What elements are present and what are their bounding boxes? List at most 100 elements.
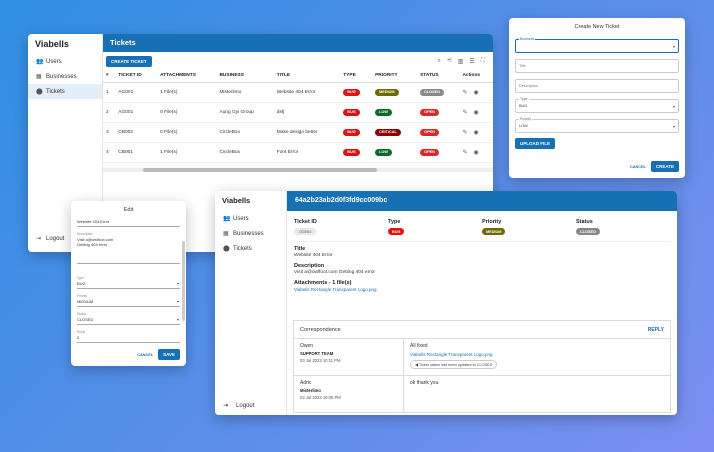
field-label: Type [77, 276, 84, 280]
edit-icon[interactable]: ✎ [462, 149, 468, 156]
sidebar-item-logout[interactable]: ⇥ Logout [28, 231, 64, 246]
business-name: CircleBox [216, 122, 274, 143]
search-icon[interactable]: ⌕ [437, 57, 441, 64]
cancel-button[interactable]: CANCEL [137, 352, 154, 357]
ticket-id: AG001 [115, 82, 158, 103]
ticket-id: CB001 [115, 142, 158, 163]
field-value: CLOSED [77, 317, 94, 322]
priority-badge: MEDIUM [375, 88, 399, 96]
priority-badge: LOW [375, 148, 392, 156]
column-header[interactable]: PRIORITY [372, 70, 418, 83]
create-button[interactable]: CREATE [650, 161, 679, 172]
view-icon[interactable]: ◉ [473, 129, 479, 136]
sidebar-item-users[interactable]: 👥 Users [28, 54, 102, 69]
correspondence-panel: Correspondence REPLY Owen SUPPORT TEAM 0… [293, 320, 671, 413]
sidebar-item-tickets[interactable]: ⬤ Tickets [215, 241, 286, 256]
view-icon[interactable]: ◉ [473, 109, 479, 116]
status-select[interactable]: Status CLOSED ▾ [77, 312, 180, 325]
fullscreen-icon[interactable]: ⛶ [480, 57, 485, 64]
save-button[interactable]: SAVE [158, 349, 180, 360]
business-name: Aung Gyi Group [216, 102, 274, 123]
title-input[interactable]: Title [515, 59, 679, 73]
sidebar-item-label: Users [46, 58, 62, 65]
column-header[interactable]: TYPE [340, 70, 373, 83]
status-change-chip: ◀ Ticket status has been updated to CLOS… [410, 360, 498, 369]
actions-cell: ✎ ◉ [459, 142, 493, 163]
column-header[interactable]: # [103, 70, 116, 83]
priority-select[interactable]: Priority MEDIUM ▾ [77, 294, 180, 307]
edit-icon[interactable]: ✎ [462, 129, 468, 136]
ticket-id-badge: OG001 [294, 228, 317, 235]
type-select[interactable]: Type BUG ▾ [77, 276, 180, 289]
status-badge: OPEN [420, 148, 439, 156]
sidebar-item-label: Businesses [46, 73, 77, 80]
type-select[interactable]: Type BUG ▾ [515, 97, 679, 113]
ticket-id: AG001 [115, 102, 158, 123]
column-header[interactable]: ATTACHMENTS [157, 70, 217, 83]
view-icon[interactable]: ◉ [473, 149, 479, 156]
vertical-scrollbar[interactable] [182, 241, 185, 321]
sidebar-item-businesses[interactable]: ▦ Businesses [215, 226, 286, 241]
message-date: 03 Jul 2023 10:11 PM [300, 358, 341, 363]
status-badge: CLOSED [576, 228, 600, 235]
info-icon: ◀ [415, 363, 419, 367]
business-select[interactable]: Business ▾ [515, 37, 679, 53]
chevron-down-icon: ▾ [176, 317, 179, 322]
horizontal-scrollbar[interactable] [103, 168, 493, 172]
attachment-link[interactable]: Viabells Rectangle Transparent Logo.png [294, 287, 377, 292]
sidebar-item-tickets[interactable]: ⬤ Tickets [28, 84, 102, 99]
field-label: Priority [519, 117, 532, 121]
ticket-title: Font Error [273, 142, 341, 163]
message-row: Owen SUPPORT TEAM 03 Jul 2023 10:11 PM A… [294, 339, 670, 376]
sidebar-item-users[interactable]: 👥 Users [215, 211, 286, 226]
select-value: LOW [519, 124, 528, 128]
type-badge: BUG [343, 88, 360, 96]
table-row[interactable]: 2 AG001 0 File(s) Aung Gyi Group dsfj BUG LOW O… [103, 102, 493, 123]
upload-file-button[interactable]: UPLOAD FILE [515, 138, 555, 149]
description-input[interactable]: Description [515, 79, 679, 93]
view-icon[interactable]: ◉ [473, 89, 479, 96]
ticket-header-id: 64a2b23ab2d0f3fd9cc009bc [287, 191, 677, 211]
column-header[interactable]: TITLE [273, 70, 341, 83]
business-name: CircleBox [216, 142, 274, 163]
attachment-link[interactable]: Viabells Rectangle Transparent Logo.png [410, 352, 493, 357]
filter-icon[interactable]: ⩤ [446, 57, 452, 64]
reply-button[interactable]: REPLY [647, 326, 664, 333]
type-badge: BUG [343, 128, 360, 136]
sidebar-item-businesses[interactable]: ▦ Businesses [28, 69, 102, 84]
table-row[interactable]: 3 CB002 0 File(s) CircleBox Make design bett… [103, 122, 493, 143]
density-icon[interactable]: ☰ [469, 58, 475, 65]
column-header[interactable]: Actions [459, 70, 493, 83]
title-field[interactable]: Website 404 Error [77, 217, 180, 227]
attachments-count: 0 File(s) [157, 102, 217, 123]
message-text: ok thank you [410, 380, 439, 386]
edit-icon[interactable]: ✎ [462, 109, 468, 116]
create-ticket-button[interactable]: CREATE TICKET [106, 55, 152, 67]
edit-icon[interactable]: ✎ [462, 89, 468, 96]
column-header[interactable]: TICKET ID [115, 70, 158, 83]
ticket-detail-window: Viabells 👥 Users ▦ Businesses ⬤ Tickets ⇥ Lo… [215, 191, 677, 415]
table-row[interactable]: 4 CB001 1 File(s) CircleBox Font Error BUG LOW… [103, 142, 493, 163]
description-heading: Description [294, 263, 325, 269]
dialog-title: Create New Ticket [574, 24, 620, 30]
priority-select[interactable]: Priority LOW ▾ [515, 117, 679, 133]
author-role: Misterlimo [300, 388, 321, 393]
description-field[interactable]: Description Visit a@owlfoot.com Getting … [77, 232, 180, 264]
table-row[interactable]: 1 AG001 1 File(s) Misterlimo Website 404 Err… [103, 82, 493, 103]
field-value: Getting 404 error [77, 242, 108, 247]
sidebar: Viabells 👥 Users ▦ Businesses ⬤ Tickets ⇥ Lo… [215, 191, 287, 415]
column-header[interactable]: STATUS [417, 70, 460, 83]
columns-icon[interactable]: ▥ [457, 58, 464, 65]
select-value: BUG [519, 104, 528, 108]
description-value: Visit a@owlfoot.com Getting 404 error [294, 270, 376, 275]
priority-label: Priority [482, 219, 502, 225]
reply-field[interactable]: Reply 2 [77, 330, 180, 343]
column-header[interactable]: BUSINESS [216, 70, 274, 83]
type-badge: BUG [388, 228, 405, 235]
sidebar-item-logout[interactable]: ⇥ Logout [223, 402, 254, 410]
title-heading: Title [294, 246, 306, 252]
attachments-heading: Attachments - 1 file(s) [294, 280, 352, 286]
cancel-button[interactable]: CANCEL [630, 164, 646, 169]
priority-badge: MEDIUM [482, 228, 506, 235]
field-value: MEDIUM [77, 299, 94, 304]
